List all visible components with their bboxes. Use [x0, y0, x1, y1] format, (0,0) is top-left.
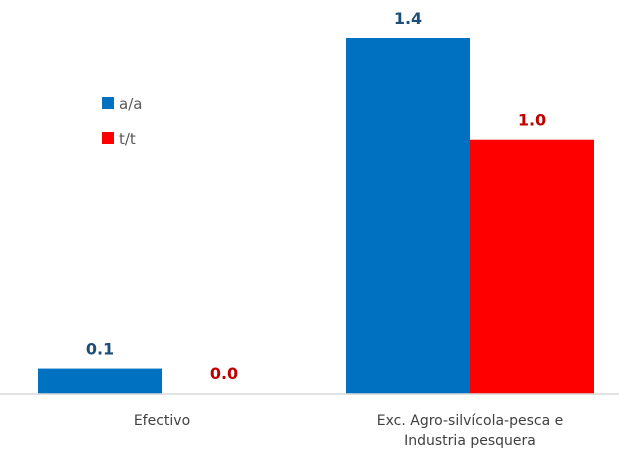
category-label-0-line-0: Efectivo	[134, 413, 190, 429]
bar-aa-0	[38, 368, 162, 394]
category-label-1-line-0: Exc. Agro-silvícola-pesca e	[377, 413, 563, 429]
data-label-tt-0: 0.0	[210, 364, 238, 383]
bar-tt-1	[470, 139, 594, 394]
bar-aa-1	[346, 38, 470, 394]
legend-swatch-tt	[102, 132, 114, 144]
legend-label-tt: t/t	[119, 130, 136, 148]
category-label-1-line-1: Industria pesquera	[404, 433, 536, 449]
category-labels-group: Efectivo Exc. Agro-silvícola-pesca e Indus…	[134, 413, 563, 449]
data-label-tt-1: 1.0	[518, 111, 546, 130]
legend-swatch-aa	[102, 97, 114, 109]
data-label-aa-1: 1.4	[394, 9, 422, 28]
data-labels-group: 0.1 1.4 0.0 1.0	[86, 9, 546, 383]
data-label-aa-0: 0.1	[86, 340, 114, 359]
legend-label-aa: a/a	[119, 95, 142, 113]
bars-group	[38, 38, 594, 394]
legend: a/a t/t	[102, 95, 142, 148]
